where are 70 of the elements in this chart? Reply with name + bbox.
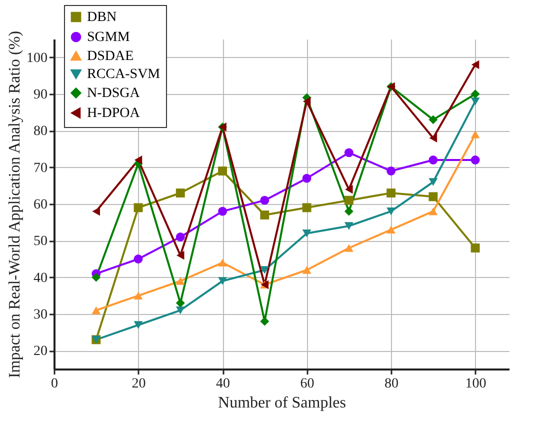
point: [302, 96, 311, 106]
x-tick-label: 80: [384, 376, 399, 392]
y-tick-label: 40: [34, 270, 48, 286]
point: [345, 184, 353, 194]
point: [176, 232, 185, 242]
x-tick-label: 0: [51, 376, 58, 392]
point: [176, 188, 185, 198]
point: [218, 206, 227, 216]
point: [218, 277, 227, 285]
legend-label: SGMM: [87, 30, 130, 45]
point: [344, 148, 354, 158]
point: [260, 196, 270, 205]
point: [470, 130, 480, 138]
point: [428, 207, 438, 216]
y-axis-title: Impact on Real-World Application Analysis Ratio (%): [6, 30, 24, 378]
point: [470, 97, 480, 106]
legend-label: RCCA-SVM: [87, 67, 161, 82]
point: [344, 222, 354, 230]
x-tick-label: 100: [465, 376, 486, 392]
x-tick-label: 60: [300, 376, 314, 392]
point: [386, 166, 396, 176]
point: [428, 178, 438, 186]
point: [386, 207, 396, 216]
point: [428, 115, 438, 124]
point: [134, 321, 143, 329]
point: [470, 90, 480, 98]
point: [134, 203, 143, 212]
point: [302, 266, 312, 274]
point: [429, 134, 438, 142]
point: [386, 226, 396, 234]
point: [428, 192, 438, 202]
legend-label: DSDAE: [87, 49, 134, 64]
point: [92, 306, 101, 314]
point: [386, 188, 396, 198]
y-tick-label: 50: [34, 234, 48, 250]
legend-label: N-DSGA: [87, 86, 141, 101]
point: [260, 266, 270, 274]
point: [218, 166, 227, 176]
y-tick-label: 60: [34, 198, 48, 212]
point: [302, 174, 312, 183]
point: [176, 298, 185, 308]
point: [302, 203, 312, 212]
point: [471, 60, 480, 70]
x-tick-label: 20: [132, 376, 146, 392]
y-tick-label: 80: [34, 124, 48, 140]
legend-label: H-DPOA: [87, 106, 141, 121]
point: [134, 156, 142, 164]
point: [134, 292, 143, 300]
point: [344, 244, 354, 252]
y-tick-label: 100: [26, 50, 48, 66]
x-tick-label: 40: [216, 376, 230, 392]
point: [302, 229, 312, 238]
point: [344, 206, 354, 216]
y-tick-label: 30: [34, 308, 48, 322]
y-tick-label: 20: [34, 344, 48, 360]
point: [176, 306, 185, 314]
x-axis-title: Number of Samples: [218, 394, 346, 412]
point: [470, 156, 480, 164]
point: [470, 244, 480, 252]
y-tick-label: 70: [34, 160, 48, 176]
point: [428, 156, 438, 164]
point: [92, 272, 101, 282]
y-tick-label: 90: [34, 88, 48, 102]
legend-label: DBN: [87, 10, 117, 25]
point: [176, 277, 185, 285]
point: [218, 258, 227, 267]
point: [260, 210, 270, 220]
point: [176, 250, 184, 260]
point: [344, 196, 354, 205]
point: [134, 254, 143, 264]
